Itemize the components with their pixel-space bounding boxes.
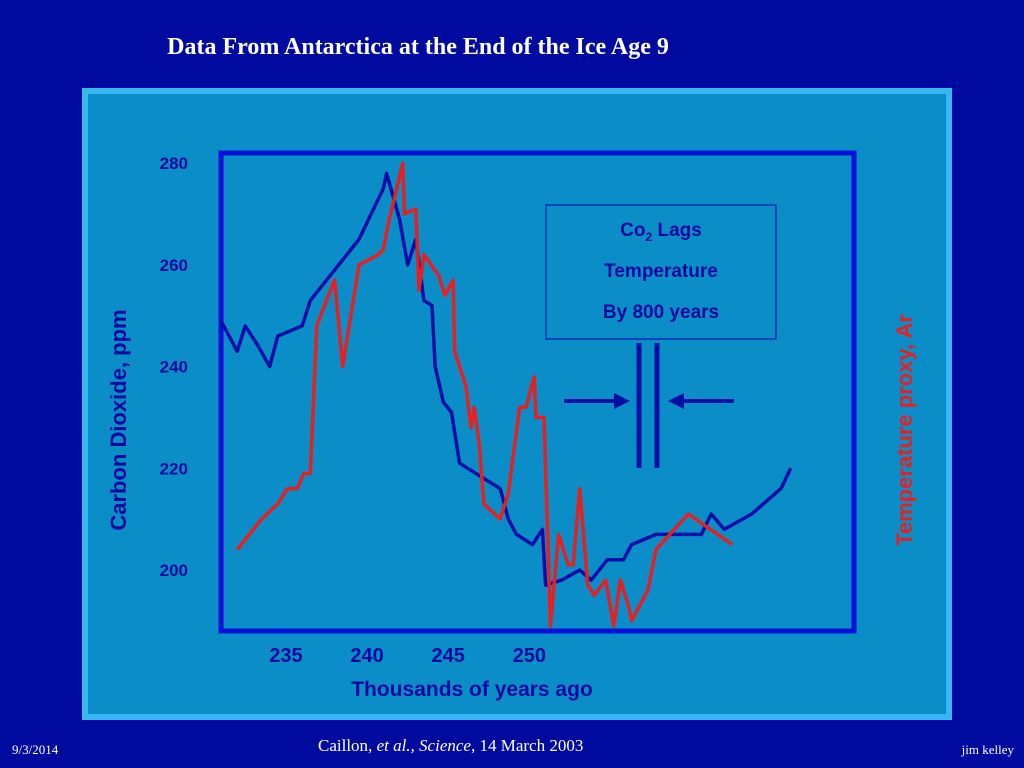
x-tick-label: 250 <box>513 645 546 667</box>
y2-axis-title: Temperature proxy, Ar <box>892 314 917 546</box>
callout-line-1: Co2 Lags <box>620 220 702 244</box>
slide-date: 9/3/2014 <box>12 742 59 757</box>
series-layer <box>219 161 793 628</box>
series-line-co2 <box>219 171 793 587</box>
citation-authors: Caillon, <box>318 736 377 755</box>
citation-source: et al., Science <box>376 736 471 755</box>
y-tick-label: 280 <box>160 154 188 173</box>
citation-date: , 14 March 2003 <box>470 736 584 755</box>
y-axis-title: Carbon Dioxide, ppm <box>106 309 131 530</box>
y-tick-label: 240 <box>160 358 188 377</box>
slide-author: jim kelley <box>961 742 1014 757</box>
citation: Caillon, et al., Science, 14 March 2003 <box>318 736 583 756</box>
chart-panel <box>82 88 952 720</box>
lag-indicator <box>564 343 734 468</box>
series-line-temperature <box>235 161 734 628</box>
x-tick-label: 235 <box>269 645 302 667</box>
lag-arrow-right-head <box>668 393 684 409</box>
y-tick-label: 260 <box>160 256 188 275</box>
y-tick-label: 220 <box>160 459 188 478</box>
y-tick-label: 200 <box>160 561 188 580</box>
plot-frame <box>218 150 857 634</box>
callout-line-2: Temperature <box>604 261 718 282</box>
lag-arrow-left-head <box>614 393 630 409</box>
x-axis-title: Thousands of years ago <box>351 678 593 701</box>
x-tick-label: 245 <box>432 645 465 667</box>
callout-box <box>545 204 777 340</box>
x-tick-labels: 235 240 245 250 <box>269 645 546 667</box>
slide-title: Data From Antarctica at the End of the I… <box>167 34 669 60</box>
y-tick-labels: 200 220 240 260 280 <box>160 154 188 580</box>
x-tick-label: 240 <box>350 645 383 667</box>
callout-line-3: By 800 years <box>603 302 719 323</box>
